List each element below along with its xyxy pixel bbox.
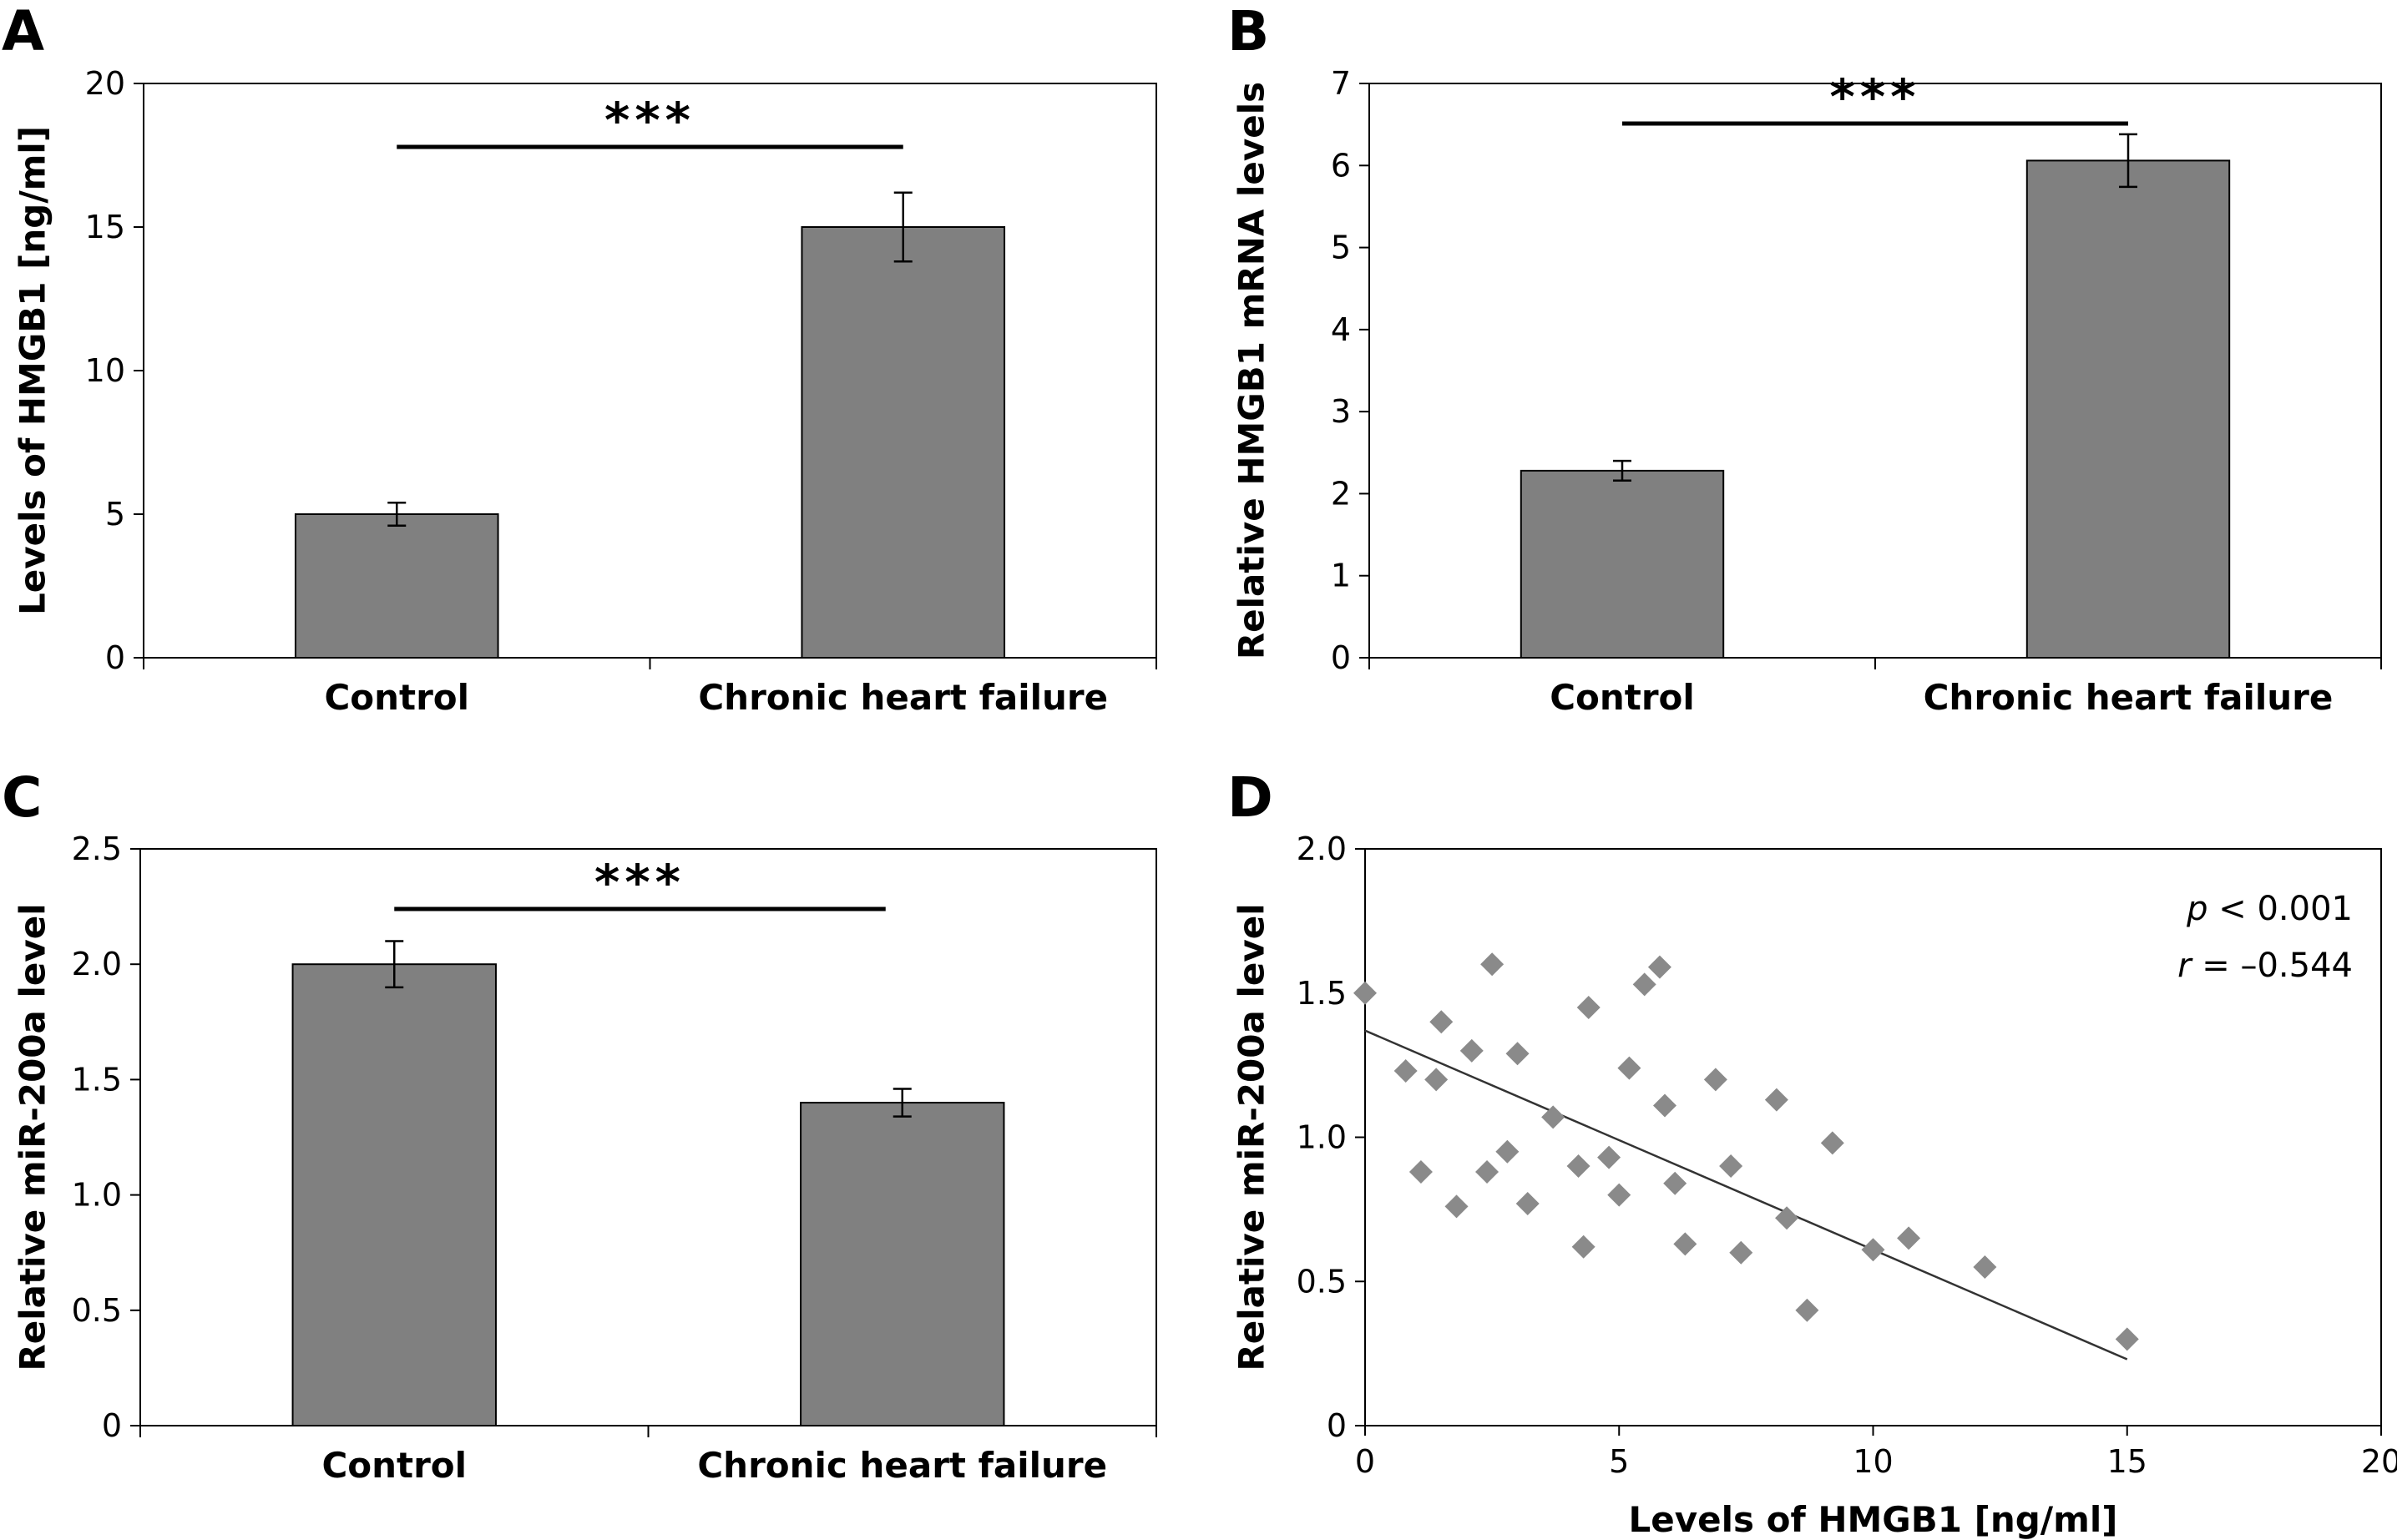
x-tick-label: 10 [1853, 1443, 1893, 1480]
data-point [1647, 955, 1671, 979]
y-tick-label: 5 [1331, 230, 1351, 266]
data-point [1505, 1042, 1530, 1066]
panel-letter: C [2, 765, 42, 830]
data-point [1673, 1232, 1697, 1256]
y-tick-label: 1.0 [72, 1177, 122, 1214]
x-axis-title: Levels of HMGB1 [ng/ml] [1628, 1499, 2117, 1540]
panel-d: D 0 0.5 1.0 1.5 2.0 Relative miR-200a level 0 5 1… [1227, 765, 2397, 1540]
y-tick-label: 0 [1327, 1407, 1347, 1444]
significance-stars: *** [594, 854, 685, 911]
data-point [1353, 981, 1377, 1005]
x-tick-label: 0 [1355, 1443, 1375, 1480]
y-tick-label: 0 [1331, 639, 1351, 676]
panel-letter: B [1227, 0, 1269, 63]
data-point [1861, 1238, 1885, 1262]
bar-control [1520, 469, 1725, 659]
data-point [1775, 1206, 1799, 1230]
category-label: Control [324, 677, 469, 718]
significance-stars: *** [604, 92, 695, 149]
panel-c: C 0 0.5 1.0 1.5 2.0 2.5 Relative miR-200a level… [2, 765, 1157, 1486]
category-label: Control [1550, 677, 1695, 718]
category-label: Chronic heart failure [1924, 677, 2334, 718]
y-tick-label: 15 [85, 209, 125, 245]
data-point [1393, 1059, 1418, 1083]
data-point [1632, 972, 1656, 997]
y-axis-title: Relative miR-200a level [13, 903, 53, 1371]
data-point [1973, 1255, 1997, 1279]
y-axis-title: Relative miR-200a level [1231, 903, 1272, 1371]
bar-control [294, 513, 499, 659]
regression-line [1364, 1029, 2128, 1361]
y-tick-label: 0.5 [72, 1292, 122, 1329]
x-tick-label: 15 [2107, 1443, 2147, 1480]
data-point [1607, 1183, 1631, 1207]
y-tick-label: 1.5 [1297, 975, 1347, 1012]
panel-letter: A [2, 0, 44, 63]
data-point [1653, 1093, 1677, 1118]
data-point [1424, 1068, 1449, 1092]
data-point [1515, 1191, 1540, 1215]
data-point [1459, 1038, 1484, 1063]
panel-b: B 0 1 2 3 4 5 6 7 Relative HMGB1 mRNA levels Contr… [1227, 0, 2382, 718]
y-tick-label: 5 [105, 496, 125, 533]
y-axis-title: Levels of HMGB1 [ng/ml] [13, 126, 53, 615]
category-label: Chronic heart failure [697, 1445, 1107, 1486]
bar-chronic-heart-failure [800, 1102, 1005, 1427]
panel-letter: D [1227, 765, 1273, 830]
data-point [1764, 1088, 1788, 1112]
y-tick-label: 4 [1331, 311, 1351, 348]
p-value-annotation: p < 0.001 [2186, 890, 2353, 928]
y-tick-label: 10 [85, 352, 125, 389]
y-tick-label: 3 [1331, 393, 1351, 430]
y-tick-label: 2.0 [72, 946, 122, 982]
data-point [1703, 1068, 1727, 1092]
data-point [2115, 1327, 2139, 1351]
category-label: Chronic heart failure [698, 677, 1108, 718]
data-point [1480, 952, 1504, 977]
data-point [1795, 1298, 1819, 1322]
y-tick-label: 7 [1331, 65, 1351, 102]
data-point [1408, 1159, 1433, 1184]
plot-frame [1364, 848, 2382, 1426]
data-point [1729, 1240, 1753, 1265]
y-tick-label: 0 [102, 1407, 122, 1444]
x-tick-label: 5 [1609, 1443, 1629, 1480]
data-point [1475, 1159, 1499, 1184]
data-point [1429, 1010, 1454, 1034]
x-tick-label: 20 [2361, 1443, 2397, 1480]
data-point [1495, 1139, 1520, 1164]
data-point [1719, 1154, 1743, 1179]
data-point [1617, 1056, 1641, 1080]
data-point [1571, 1235, 1595, 1259]
significance-stars: *** [1830, 68, 1921, 125]
y-tick-label: 1 [1331, 558, 1351, 594]
data-point [1444, 1194, 1469, 1219]
y-tick-label: 0.5 [1297, 1263, 1347, 1300]
y-tick-label: 1.0 [1297, 1119, 1347, 1156]
data-point [1576, 996, 1601, 1020]
y-axis-title: Relative HMGB1 mRNA levels [1231, 82, 1272, 659]
panel-a: A 0 5 10 15 20 Levels of HMGB1 [ng/ml] Control C… [2, 0, 1157, 718]
bar-chronic-heart-failure [801, 226, 1006, 659]
r-value-annotation: r = –0.544 [2177, 947, 2353, 985]
y-tick-label: 2.5 [72, 831, 122, 867]
y-tick-label: 2.0 [1297, 831, 1347, 867]
data-point [1541, 1105, 1565, 1129]
category-label: Control [321, 1445, 467, 1486]
y-tick-label: 6 [1331, 147, 1351, 184]
y-tick-label: 20 [85, 65, 125, 102]
y-tick-label: 2 [1331, 475, 1351, 512]
y-tick-label: 0 [105, 639, 125, 676]
y-tick-label: 1.5 [72, 1061, 122, 1098]
bar-chronic-heart-failure [2025, 159, 2231, 659]
data-point [1663, 1171, 1687, 1195]
data-point [1597, 1145, 1621, 1169]
data-point [1566, 1154, 1590, 1179]
data-point [1897, 1226, 1921, 1250]
data-point [1820, 1131, 1844, 1155]
bar-control [291, 963, 497, 1426]
